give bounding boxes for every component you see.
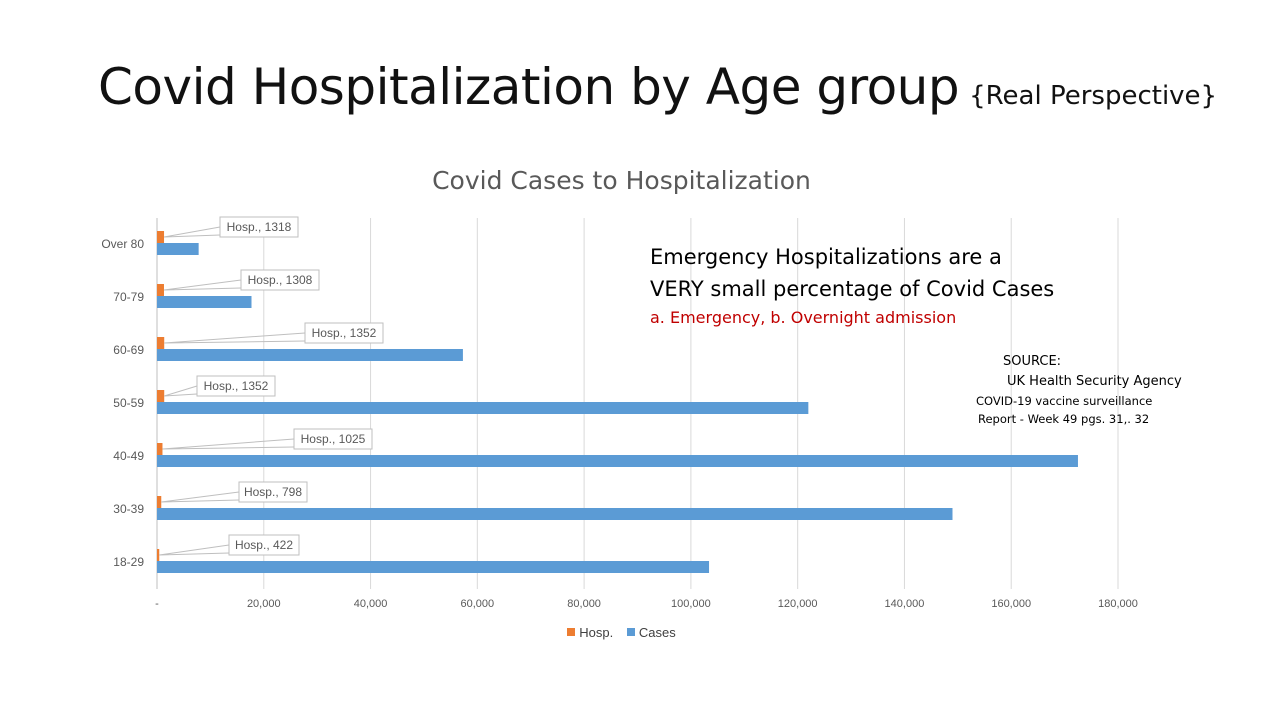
- callout-line-2: VERY small percentage of Covid Cases: [650, 277, 1055, 301]
- y-tick-label-5: 30-39: [113, 502, 144, 516]
- leader-line-6: [159, 544, 230, 556]
- x-tick-label-9: 180,000: [1098, 598, 1138, 610]
- legend-label-cases: Cases: [638, 624, 676, 640]
- bar-hosp-3: [157, 390, 165, 402]
- leader-line-5: [161, 491, 240, 503]
- bar-cases-0: [157, 243, 199, 255]
- data-label-0: Hosp., 1318: [227, 220, 292, 234]
- x-tick-label-5: 100,000: [671, 598, 711, 610]
- x-tick-label-1: 20,000: [247, 598, 281, 610]
- slide-subtitle: {Real Perspective}: [969, 81, 1218, 111]
- x-tick-label-2: 40,000: [354, 598, 388, 610]
- data-label-box-6: [228, 534, 300, 556]
- data-label-box-3: [196, 375, 276, 397]
- data-label-5: Hosp., 798: [244, 485, 302, 499]
- y-tick-label-2: 60-69: [113, 343, 144, 357]
- bar-cases-1: [157, 296, 252, 308]
- leader-line-3: [164, 385, 198, 397]
- x-tick-label-6: 120,000: [778, 598, 818, 610]
- leader-line-2: [164, 332, 306, 344]
- data-label-box-2: [304, 322, 384, 344]
- x-tick-label-7: 140,000: [885, 598, 925, 610]
- source-agency: UK Health Security Agency: [1007, 374, 1182, 389]
- data-label-3: Hosp., 1352: [204, 379, 269, 393]
- source-label: SOURCE:: [1003, 354, 1062, 369]
- data-label-box-4: [293, 428, 373, 450]
- legend-swatch-hosp: [567, 628, 576, 636]
- data-label-2: Hosp., 1352: [312, 326, 377, 340]
- data-label-1: Hosp., 1308: [248, 273, 313, 287]
- legend-swatch-cases: [626, 628, 635, 636]
- x-tick-label-4: 80,000: [567, 598, 601, 610]
- bar-cases-4: [157, 455, 1078, 467]
- bar-hosp-6: [157, 549, 160, 561]
- x-tick-label-3: 60,000: [461, 598, 495, 610]
- y-tick-label-4: 40-49: [113, 449, 144, 463]
- slide-title: Covid Hospitalization by Age group {Real …: [98, 58, 1217, 116]
- legend-label-hosp: Hosp.: [579, 624, 614, 640]
- source-pages: Report - Week 49 pgs. 31,. 32: [978, 412, 1150, 426]
- data-label-4: Hosp., 1025: [301, 432, 366, 446]
- y-tick-label-3: 50-59: [113, 396, 144, 410]
- callout-text: Emergency Hospitalizations are a VERY sm…: [650, 241, 1054, 331]
- data-label-box-1: [240, 269, 320, 291]
- bar-cases-3: [157, 402, 809, 414]
- callout-note: a. Emergency, b. Overnight admission: [650, 308, 957, 327]
- y-tick-label-1: 70-79: [113, 290, 144, 304]
- leader-line-4: [162, 438, 295, 450]
- y-tick-label-0: Over 80: [101, 237, 144, 251]
- leader-line-0: [163, 226, 221, 238]
- legend-item-cases: Cases: [626, 624, 676, 640]
- chart-title: Covid Cases to Hospitalization: [432, 166, 811, 195]
- bar-hosp-1: [157, 284, 164, 296]
- bar-cases-6: [157, 561, 710, 573]
- slide-title-text: Covid Hospitalization by Age group: [98, 58, 960, 116]
- data-label-box-5: [238, 481, 308, 503]
- bar-hosp-2: [157, 337, 165, 349]
- legend-item-hosp: Hosp.: [567, 625, 613, 640]
- bar-hosp-5: [157, 496, 162, 508]
- bar-cases-5: [157, 508, 953, 520]
- callout-line-1: Emergency Hospitalizations are a: [650, 245, 1002, 269]
- bar-cases-2: [157, 349, 463, 361]
- bar-hosp-0: [157, 231, 165, 243]
- source-report: COVID-19 vaccine surveillance: [976, 394, 1153, 408]
- source-note: SOURCE: UK Health Security Agency COVID-…: [976, 352, 1182, 428]
- data-label-6: Hosp., 422: [235, 538, 293, 552]
- x-tick-label-0: -: [155, 598, 159, 610]
- bar-hosp-4: [157, 443, 163, 455]
- data-label-box-0: [219, 216, 299, 238]
- chart-legend: Hosp. Cases: [0, 624, 1243, 640]
- x-tick-label-8: 160,000: [991, 598, 1031, 610]
- leader-line-1: [163, 279, 242, 291]
- y-tick-label-6: 18-29: [113, 555, 144, 569]
